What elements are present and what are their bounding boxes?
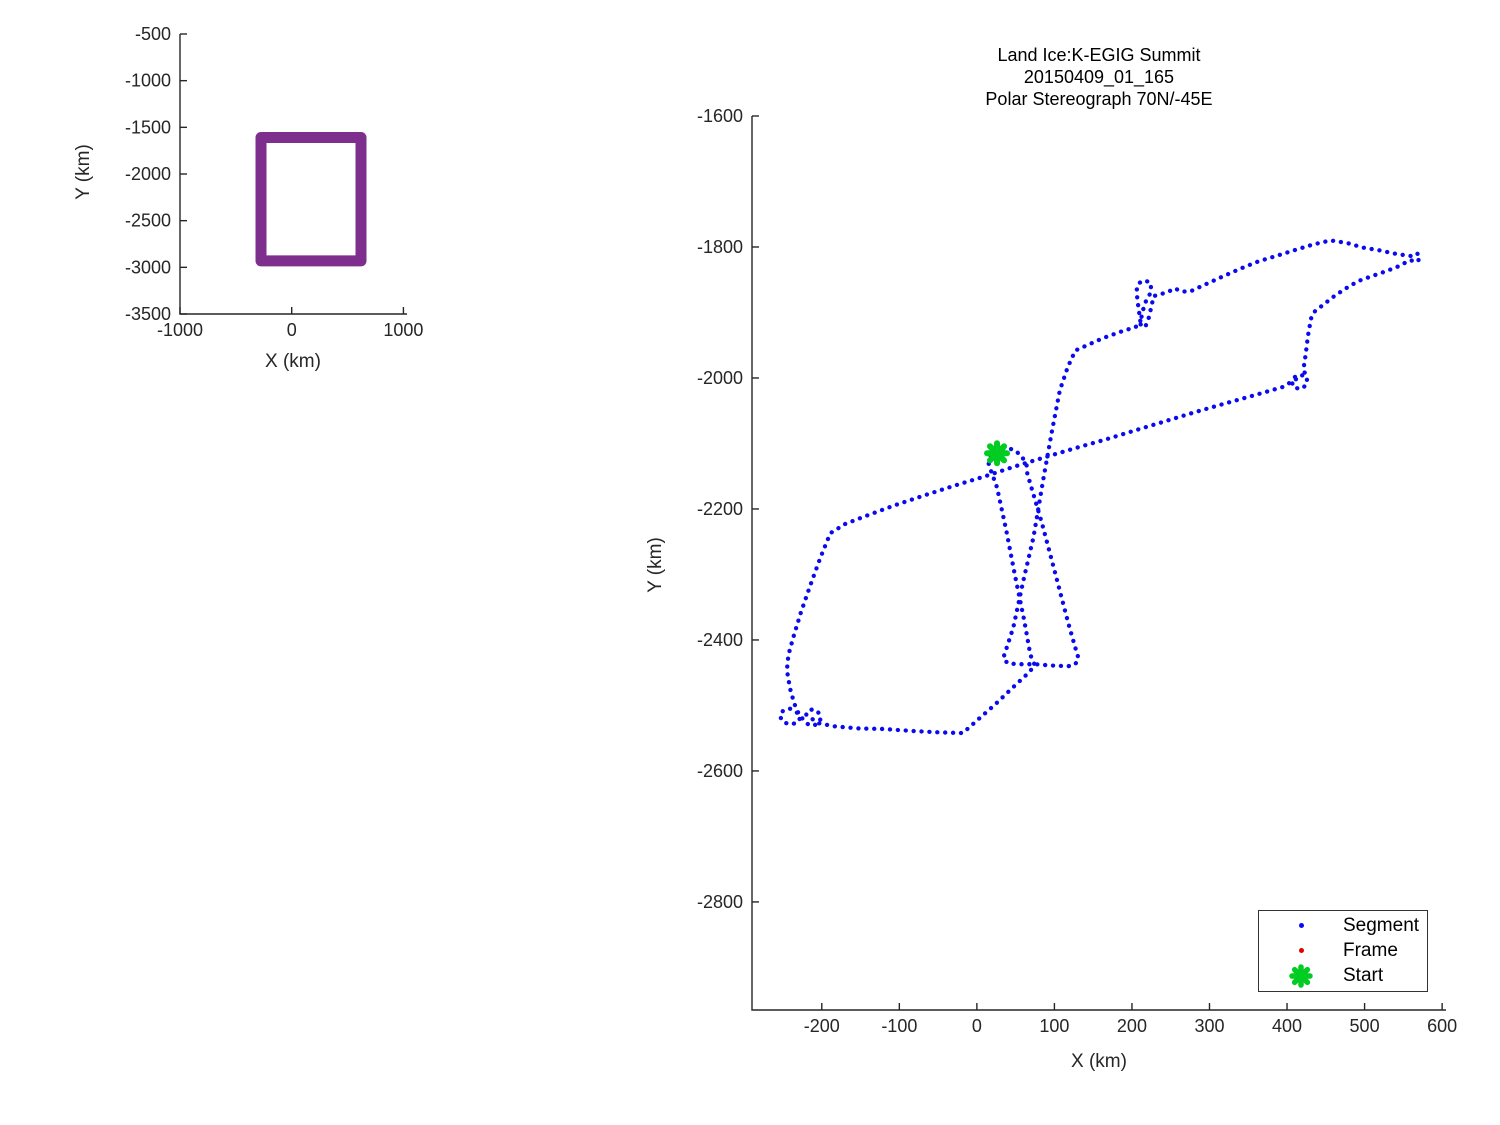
y-tick-label: -1500 bbox=[125, 117, 171, 137]
y-tick-label: -3000 bbox=[125, 257, 171, 277]
start-asterisk-stroke bbox=[986, 443, 1008, 464]
flight-extent-outline bbox=[255, 132, 367, 267]
y-tick-label: -500 bbox=[135, 24, 171, 44]
y-tick-label: -2000 bbox=[697, 368, 743, 388]
title-line-3: Polar Stereograph 70N/-45E bbox=[985, 89, 1213, 109]
axis-spines bbox=[751, 116, 1446, 1011]
start-marker bbox=[984, 440, 1011, 467]
x-tick-label: 0 bbox=[287, 320, 297, 340]
y-tick-label: -2500 bbox=[125, 211, 171, 231]
axis-spines bbox=[179, 34, 407, 315]
x-tick-label: 500 bbox=[1350, 1016, 1380, 1036]
y-tick-label: -1800 bbox=[697, 237, 743, 257]
overview-y-axis-label: Y (km) bbox=[73, 144, 94, 200]
title-line-2: 20150409_01_165 bbox=[1023, 67, 1175, 87]
x-tick-label: 200 bbox=[1117, 1016, 1147, 1036]
x-tick-label: 400 bbox=[1272, 1016, 1302, 1036]
y-tick-label: -2800 bbox=[697, 892, 743, 912]
x-tick-label: 100 bbox=[1039, 1016, 1069, 1036]
y-tick-label: -2200 bbox=[697, 499, 743, 519]
legend-item-segment: Segment bbox=[1259, 913, 1427, 938]
x-tick-label: -1000 bbox=[157, 320, 203, 340]
legend-asterisk-stroke bbox=[1291, 967, 1311, 986]
y-tick-label: -2000 bbox=[125, 164, 171, 184]
x-tick-label: 600 bbox=[1427, 1016, 1457, 1036]
segment-path bbox=[777, 238, 1423, 736]
legend-item-frame: Frame bbox=[1259, 938, 1427, 963]
y-tick-label: -2600 bbox=[697, 761, 743, 781]
x-tick-label: 300 bbox=[1194, 1016, 1224, 1036]
legend-item-start: Start bbox=[1259, 964, 1427, 989]
y-tick-label: -2400 bbox=[697, 630, 743, 650]
segment-dot-icon bbox=[1259, 923, 1343, 929]
x-tick-label: 0 bbox=[972, 1016, 982, 1036]
legend-label-frame: Frame bbox=[1343, 939, 1398, 961]
flight-plot-title: Land Ice:K-EGIG Summit 20150409_01_165 P… bbox=[752, 44, 1446, 110]
y-tick-label: -1000 bbox=[125, 71, 171, 91]
start-asterisk-icon bbox=[1259, 963, 1343, 989]
flight_track-plot: -200 -100 0 100 200 300 400 500 600 -1600 -1800 -20… bbox=[697, 106, 1457, 1036]
flight-x-axis-label: X (km) bbox=[1071, 1051, 1127, 1072]
legend-label-segment: Segment bbox=[1343, 914, 1420, 936]
flight-y-axis-label: Y (km) bbox=[645, 537, 666, 593]
overview-x-axis-label: X (km) bbox=[265, 351, 321, 372]
frame-dot-icon bbox=[1259, 948, 1343, 954]
legend-label-start: Start bbox=[1343, 965, 1384, 987]
title-line-1: Land Ice:K-EGIG Summit bbox=[997, 45, 1201, 65]
overview_map-plot: -1000 0 1000 -500 -1000 -1500 -2000 -2500 -3000 -… bbox=[125, 24, 423, 340]
x-tick-label: -100 bbox=[881, 1016, 917, 1036]
legend: Segment Frame Start bbox=[1258, 910, 1428, 992]
x-tick-label: -200 bbox=[804, 1016, 840, 1036]
x-tick-label: 1000 bbox=[383, 320, 423, 340]
y-tick-label: -3500 bbox=[125, 304, 171, 324]
y-tick-label: -1600 bbox=[697, 106, 743, 126]
